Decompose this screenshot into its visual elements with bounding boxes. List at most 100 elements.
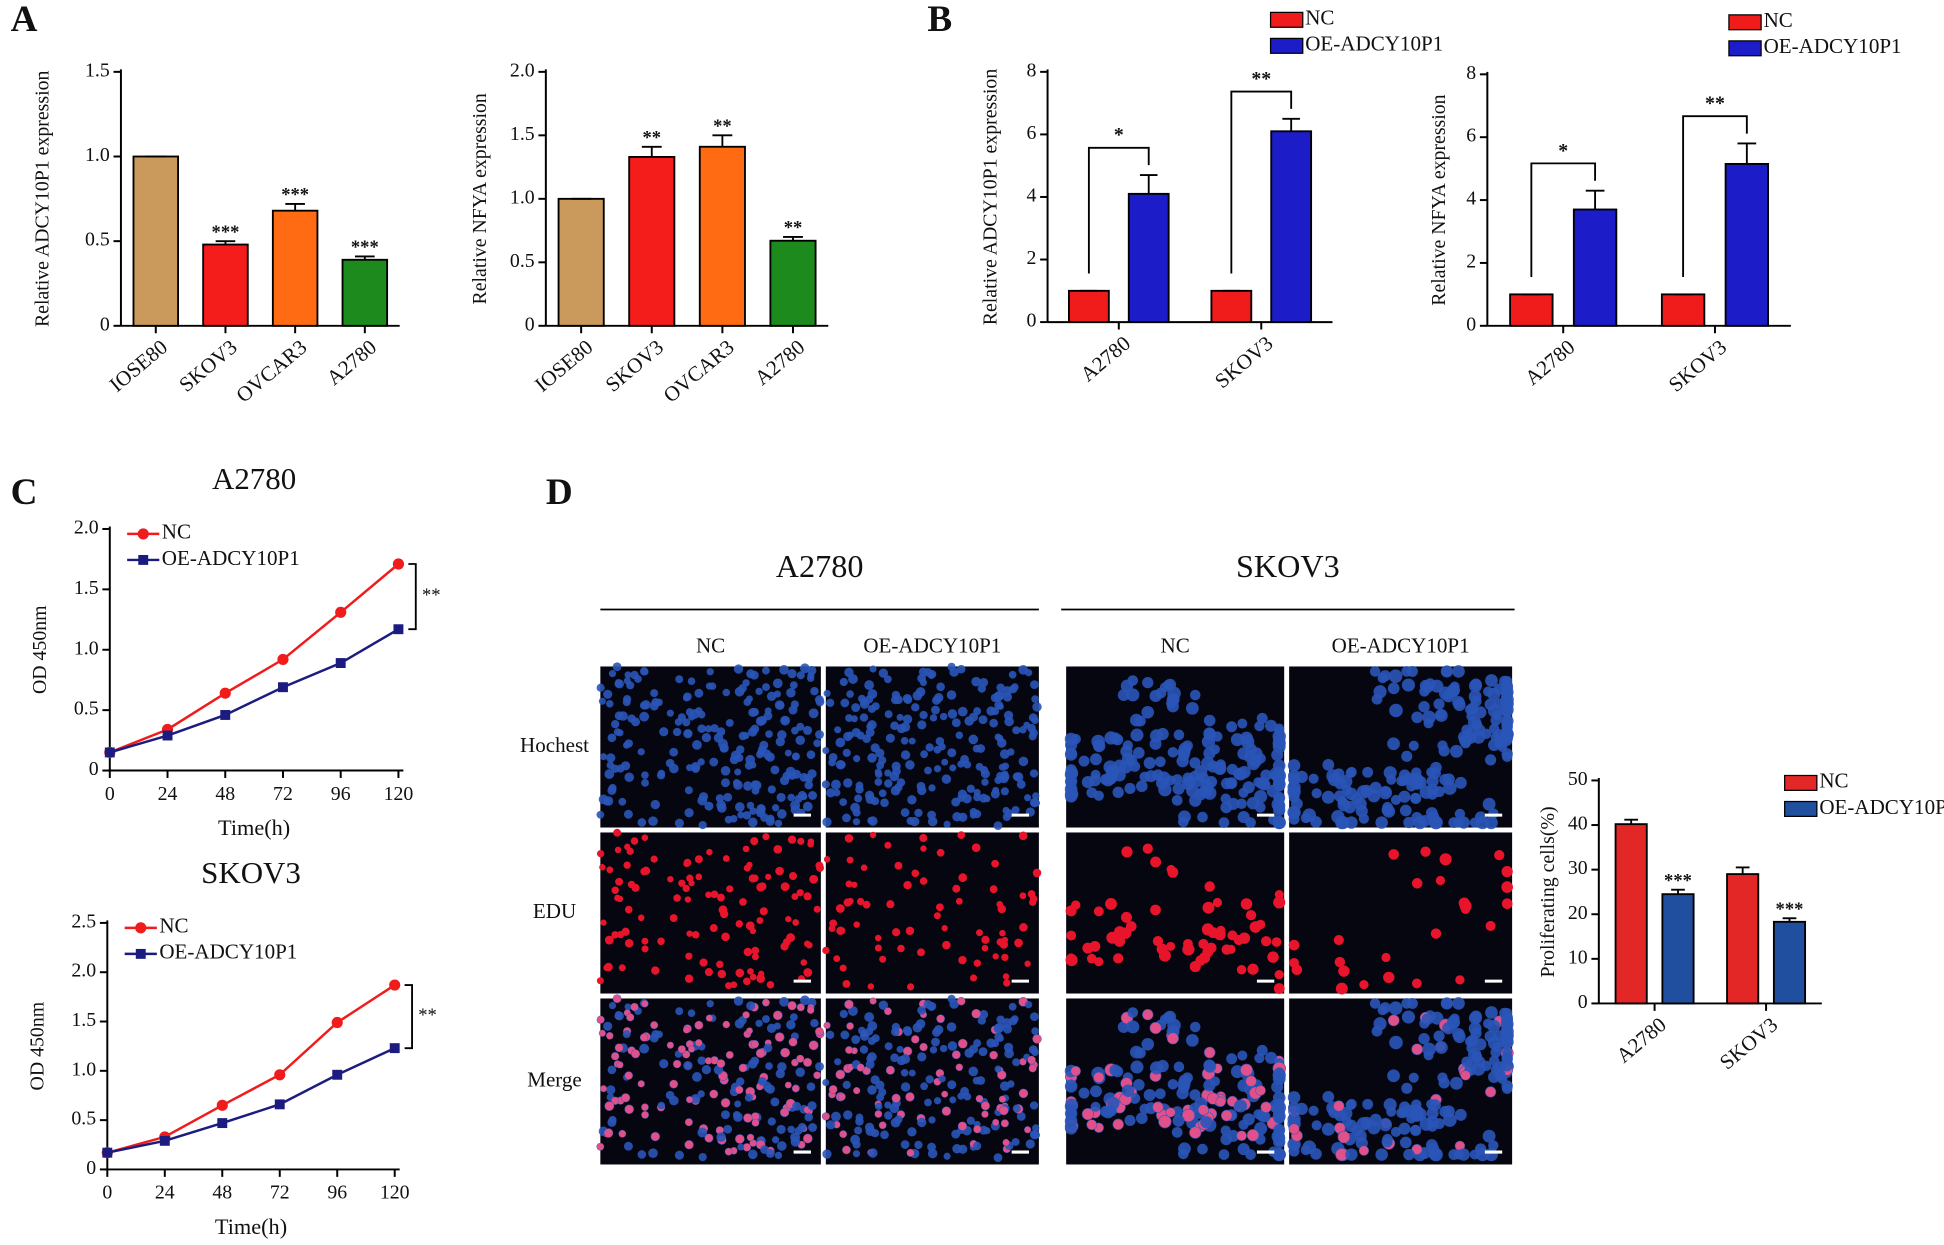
nucleus <box>795 1067 805 1077</box>
nucleus <box>605 700 614 708</box>
marker <box>102 1147 113 1158</box>
nucleus <box>1433 1030 1445 1042</box>
edu-cell <box>1271 937 1282 947</box>
nucleus <box>908 1069 916 1077</box>
bar <box>1724 162 1770 327</box>
nucleus <box>1437 1072 1448 1083</box>
nucleus <box>1373 1017 1387 1031</box>
edu-cell <box>785 1081 792 1089</box>
nucleus <box>697 1127 708 1138</box>
nucleus <box>770 765 780 775</box>
x-tick-label: 72 <box>273 783 293 805</box>
legend-label: OE-ADCY10P1 <box>1819 795 1944 819</box>
marker <box>331 1016 343 1029</box>
nucleus <box>1109 732 1122 745</box>
edu-cell <box>838 1093 846 1101</box>
edu-cell <box>1388 849 1399 860</box>
nucleus <box>951 1129 961 1139</box>
edu-cell <box>892 1094 901 1103</box>
nucleus <box>721 1110 730 1120</box>
nucleus <box>692 1072 702 1082</box>
nucleus <box>837 760 846 769</box>
nucleus <box>914 808 923 818</box>
nucleus <box>907 1127 917 1137</box>
y-tick-label: 0 <box>1027 310 1037 332</box>
nucleus <box>779 775 790 786</box>
nucleus <box>920 750 928 759</box>
significance: ** <box>784 218 803 239</box>
nucleus <box>637 818 647 827</box>
nucleus <box>1173 1061 1185 1073</box>
edu-cell <box>942 1106 951 1116</box>
edu-cell <box>788 1038 798 1047</box>
edu-cell <box>1273 896 1286 909</box>
edu-cell <box>1485 920 1496 931</box>
nucleus <box>1482 1018 1494 1029</box>
edu-cell <box>641 937 649 945</box>
nucleus <box>1254 1053 1265 1064</box>
nucleus <box>1143 757 1156 770</box>
nucleus <box>1362 1098 1374 1110</box>
edu-cell <box>606 1032 614 1040</box>
nucleus <box>1300 1144 1312 1156</box>
nucleus <box>1287 1101 1301 1115</box>
edu-cell <box>1001 1119 1009 1128</box>
nucleus <box>951 797 961 807</box>
edu-cell <box>957 997 966 1006</box>
edu-cell <box>999 1106 1009 1115</box>
nucleus <box>1501 721 1513 733</box>
edu-cell <box>905 926 915 936</box>
edu-cell <box>743 977 751 986</box>
edu-cell <box>1260 936 1272 947</box>
edu-cell <box>997 1070 1007 1080</box>
legend-label: NC <box>159 914 188 938</box>
edu-cell <box>710 1056 719 1065</box>
nucleus <box>706 1000 714 1008</box>
nucleus <box>1032 702 1042 712</box>
edu-cell <box>721 932 730 942</box>
nucleus <box>1176 754 1189 768</box>
nucleus <box>1165 775 1176 786</box>
nucleus <box>770 1097 780 1107</box>
edu-cell <box>1019 923 1028 932</box>
nucleus <box>697 724 706 733</box>
nucleus <box>795 735 805 745</box>
edu-cell <box>1435 875 1446 886</box>
micrograph <box>821 662 1042 831</box>
y-axis-label: Relative NFYA expression <box>469 93 491 304</box>
nucleus <box>891 1022 901 1032</box>
edu-cell <box>704 1134 713 1143</box>
significance: ** <box>1705 93 1725 115</box>
y-tick-label: 6 <box>1027 122 1037 144</box>
edu-cell <box>678 1045 686 1053</box>
edu-cell <box>775 866 784 876</box>
edu-cell <box>667 1041 674 1049</box>
nucleus <box>1450 744 1463 758</box>
edu-cell <box>604 1101 614 1111</box>
edu-cell <box>651 1132 660 1141</box>
nucleus <box>919 710 928 720</box>
nucleus <box>737 1143 745 1151</box>
nucleus <box>675 675 684 684</box>
edu-cell <box>669 914 678 923</box>
nucleus <box>1240 731 1253 745</box>
nucleus <box>1461 1056 1473 1068</box>
nucleus <box>917 1006 926 1015</box>
edu-cell <box>970 974 978 982</box>
edu-cell <box>739 1064 747 1072</box>
nucleus <box>1264 1051 1278 1064</box>
edu-cell <box>1460 1070 1471 1080</box>
edu-cell <box>613 994 622 1003</box>
nucleus <box>1130 1045 1143 1059</box>
nucleus <box>1460 738 1471 749</box>
chart-title: A2780 <box>212 461 296 496</box>
nucleus <box>796 671 805 680</box>
edu-cell <box>1439 853 1452 866</box>
edu-cell <box>747 968 754 975</box>
nucleus <box>830 1111 841 1122</box>
micrograph <box>596 994 825 1165</box>
edu-cell <box>745 921 755 931</box>
edu-cell <box>1204 1047 1215 1058</box>
nucleus <box>596 810 605 819</box>
